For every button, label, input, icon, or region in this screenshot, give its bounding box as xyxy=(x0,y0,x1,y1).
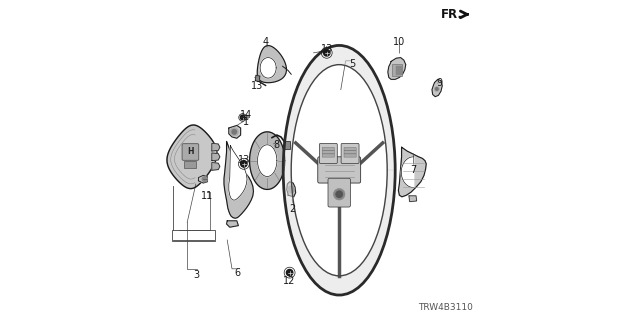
Polygon shape xyxy=(198,175,207,183)
Polygon shape xyxy=(227,221,239,227)
Text: 3: 3 xyxy=(194,269,200,280)
FancyBboxPatch shape xyxy=(319,143,337,164)
Text: 13: 13 xyxy=(251,81,263,92)
Text: 2: 2 xyxy=(290,204,296,214)
Circle shape xyxy=(202,177,207,182)
Circle shape xyxy=(241,161,247,167)
FancyBboxPatch shape xyxy=(341,143,359,164)
Polygon shape xyxy=(260,58,276,78)
Text: 6: 6 xyxy=(234,268,241,278)
Polygon shape xyxy=(229,125,241,138)
Circle shape xyxy=(287,269,293,276)
FancyBboxPatch shape xyxy=(182,144,198,160)
FancyBboxPatch shape xyxy=(344,151,356,154)
Polygon shape xyxy=(409,196,417,202)
Text: 8: 8 xyxy=(274,140,280,150)
Circle shape xyxy=(324,50,330,56)
FancyBboxPatch shape xyxy=(323,151,334,154)
Polygon shape xyxy=(257,145,277,176)
Text: 13: 13 xyxy=(237,155,250,165)
Text: 10: 10 xyxy=(393,36,406,47)
FancyBboxPatch shape xyxy=(392,64,403,76)
FancyBboxPatch shape xyxy=(184,161,196,168)
Polygon shape xyxy=(212,143,220,151)
FancyBboxPatch shape xyxy=(328,178,351,207)
Polygon shape xyxy=(432,79,442,97)
Polygon shape xyxy=(257,45,287,83)
Polygon shape xyxy=(287,182,296,197)
Text: H: H xyxy=(187,148,194,156)
Text: FR.: FR. xyxy=(440,8,462,21)
Circle shape xyxy=(240,115,245,120)
FancyBboxPatch shape xyxy=(323,148,334,151)
Polygon shape xyxy=(212,163,220,170)
Circle shape xyxy=(230,128,238,136)
Text: 5: 5 xyxy=(349,59,355,69)
Text: 14: 14 xyxy=(239,110,252,120)
Circle shape xyxy=(436,88,438,90)
FancyBboxPatch shape xyxy=(323,154,334,157)
Polygon shape xyxy=(212,153,220,161)
Text: 7: 7 xyxy=(410,165,417,175)
Circle shape xyxy=(232,130,237,134)
Polygon shape xyxy=(250,132,285,189)
Text: 12: 12 xyxy=(284,276,296,286)
FancyBboxPatch shape xyxy=(317,157,361,183)
Polygon shape xyxy=(255,75,260,82)
Polygon shape xyxy=(398,147,426,197)
Polygon shape xyxy=(229,146,247,200)
FancyBboxPatch shape xyxy=(396,66,403,75)
Text: TRW4B3110: TRW4B3110 xyxy=(418,303,473,312)
Polygon shape xyxy=(401,157,413,188)
Polygon shape xyxy=(284,45,396,295)
Polygon shape xyxy=(167,125,217,188)
Text: 13: 13 xyxy=(321,44,333,54)
Text: 1: 1 xyxy=(243,116,249,127)
Text: 9: 9 xyxy=(436,78,442,88)
Text: 11: 11 xyxy=(201,191,214,201)
Circle shape xyxy=(336,191,342,197)
Circle shape xyxy=(333,188,345,200)
Circle shape xyxy=(288,186,294,193)
Circle shape xyxy=(435,86,440,92)
Polygon shape xyxy=(388,58,406,79)
FancyBboxPatch shape xyxy=(241,115,248,120)
FancyBboxPatch shape xyxy=(284,141,291,149)
FancyBboxPatch shape xyxy=(344,148,356,151)
FancyBboxPatch shape xyxy=(344,154,356,157)
Text: 4: 4 xyxy=(262,36,269,47)
Polygon shape xyxy=(224,141,253,218)
